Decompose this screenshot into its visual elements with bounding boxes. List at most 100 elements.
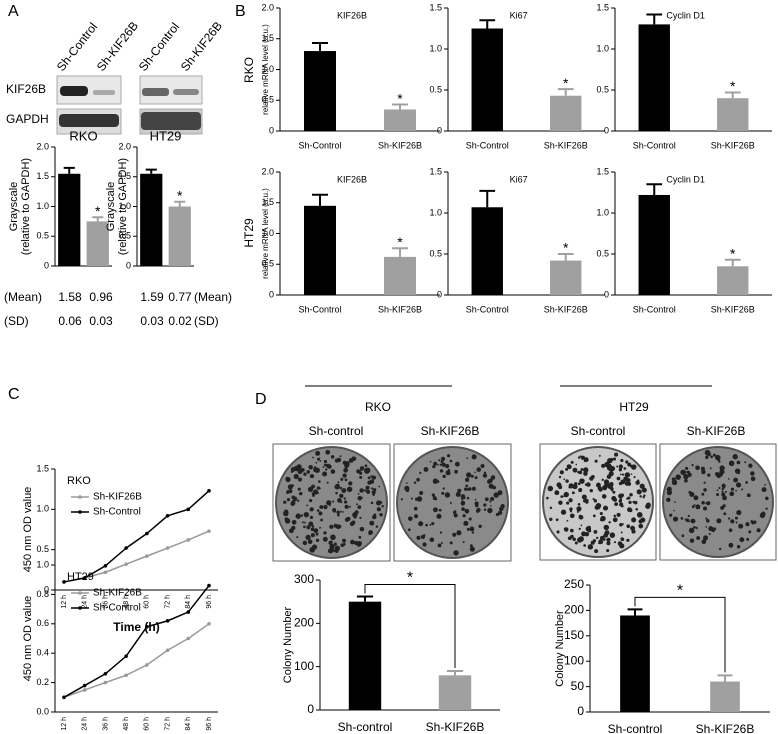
colony-dot xyxy=(471,486,476,491)
data-point xyxy=(145,554,149,558)
colony-dot xyxy=(592,497,595,501)
colony-dot xyxy=(487,507,493,514)
bar xyxy=(717,98,749,131)
colony-dot xyxy=(759,512,766,519)
x-tick-label: 24 h xyxy=(82,595,89,609)
colony-dot xyxy=(639,495,642,498)
colony-dot xyxy=(625,460,629,464)
colony-dot xyxy=(705,517,708,520)
series-line xyxy=(63,585,210,698)
colony-dot xyxy=(689,538,695,543)
colony-dot xyxy=(329,504,332,507)
colony-dot xyxy=(701,539,707,545)
lane-label: Sh-KIF26B xyxy=(178,19,225,74)
chart-title: Cyclin D1 xyxy=(666,174,705,184)
y-tick-label: 1.5 xyxy=(118,171,131,181)
colony-dot xyxy=(579,455,582,458)
chart-title: KIF26B xyxy=(337,174,367,184)
colony-dot xyxy=(728,528,733,533)
colony-dot xyxy=(489,500,492,503)
colony-dot xyxy=(617,541,623,546)
colony-dot xyxy=(578,527,581,530)
colony-dot xyxy=(456,530,462,536)
colony-dot xyxy=(376,507,381,512)
colony-dot xyxy=(618,481,623,486)
colony-dot xyxy=(311,525,315,528)
colony-dot xyxy=(701,469,706,475)
annotation: * xyxy=(563,240,569,256)
colony-dot xyxy=(334,458,339,463)
colony-dot xyxy=(722,504,726,508)
colony-dot xyxy=(566,464,572,470)
colony-dot xyxy=(571,491,575,495)
colony-dot xyxy=(309,515,314,519)
table-cell: 0.03 xyxy=(89,314,113,328)
colony-dot xyxy=(719,469,725,475)
legend-label: Sh-Control xyxy=(93,507,141,518)
colony-dot xyxy=(495,512,500,517)
colony-dot xyxy=(429,524,432,526)
colony-dot xyxy=(332,507,337,512)
colony-dot xyxy=(630,473,633,475)
x-tick-label: Sh-KIF26B xyxy=(711,304,755,314)
colony-dot xyxy=(593,499,598,503)
colony-dot xyxy=(413,481,417,484)
colony-dot xyxy=(432,496,437,501)
colony-dot xyxy=(422,542,427,547)
y-tick-label: 0.5 xyxy=(118,231,131,241)
colony-dot xyxy=(635,507,638,511)
colony-dot xyxy=(317,492,320,495)
colony-dot xyxy=(624,472,631,478)
error-bar xyxy=(724,258,741,267)
colony-dot xyxy=(329,524,334,529)
colony-dot xyxy=(466,527,470,531)
chart-title: RKO xyxy=(67,475,91,487)
colony-dot xyxy=(298,470,301,472)
colony-dot xyxy=(348,481,353,486)
colony-dot xyxy=(703,481,706,484)
colony-dot xyxy=(368,530,374,535)
data-point xyxy=(186,538,191,542)
colony-dot xyxy=(407,516,413,521)
table-label: (Mean) xyxy=(4,290,42,304)
table-cell: 0.03 xyxy=(140,314,164,328)
colony-dot xyxy=(706,501,711,506)
y-tick-label: 0 xyxy=(44,584,49,594)
colony-dot xyxy=(318,457,321,460)
x-tick-label: 12 h xyxy=(61,717,68,731)
error-bar xyxy=(174,200,186,207)
error-bar xyxy=(392,247,408,257)
bar xyxy=(710,681,740,712)
colony-dot xyxy=(611,489,614,492)
colony-dot xyxy=(319,505,324,510)
colony-dot xyxy=(364,489,367,492)
data-point xyxy=(186,610,191,614)
y-tick-label: 0 xyxy=(577,704,584,718)
colony-dot xyxy=(317,480,321,483)
error-bar xyxy=(312,193,328,206)
colony-dot xyxy=(366,489,371,494)
annotation: * xyxy=(177,187,183,203)
significance-bracket xyxy=(634,596,726,673)
colony-dot xyxy=(419,471,422,475)
colony-dot xyxy=(467,475,471,478)
colony-dot xyxy=(594,549,599,554)
colony-dot xyxy=(469,546,475,552)
y-tick-label: 1.0 xyxy=(261,64,274,74)
colony-dot xyxy=(440,542,443,544)
colony-dot xyxy=(302,540,308,546)
y-tick-label: 250 xyxy=(564,577,584,591)
x-tick-label: 72 h xyxy=(164,595,171,609)
y-tick-label: 2.0 xyxy=(118,141,131,151)
colony-dot xyxy=(303,511,309,518)
colony-dot xyxy=(293,465,300,472)
colony-dot xyxy=(474,471,476,474)
colony-dot xyxy=(468,517,472,521)
colony-dot xyxy=(445,470,451,476)
colony-dot xyxy=(569,507,573,511)
colony-dot xyxy=(577,503,581,506)
colony-dot xyxy=(583,499,587,503)
colony-dot xyxy=(500,503,505,509)
colony-dot xyxy=(339,493,344,499)
colony-dot xyxy=(745,522,750,527)
